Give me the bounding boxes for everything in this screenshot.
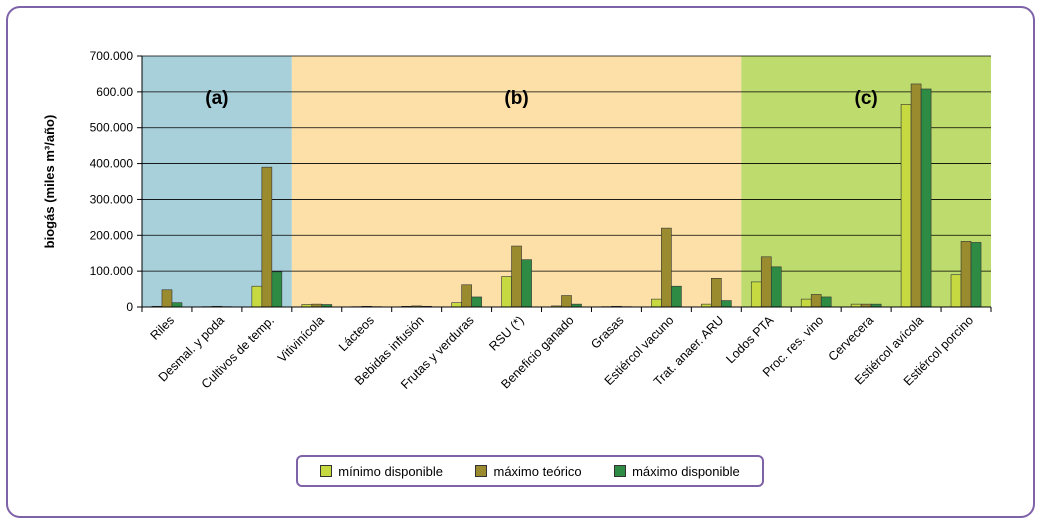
bar-s0-c2 bbox=[251, 285, 263, 308]
legend-item-maximo-disponible: máximo disponible bbox=[614, 464, 740, 479]
bar-s1-c7 bbox=[511, 245, 522, 308]
x-tick-label-14: Cervecera bbox=[826, 313, 877, 364]
bar-s0-c7 bbox=[501, 276, 512, 308]
legend-item-minimo: mínimo disponible bbox=[320, 464, 443, 479]
legend-swatch-maximo-teorico bbox=[475, 465, 488, 477]
y-tick-label-0: 0 bbox=[126, 300, 133, 314]
bar-s1-c13 bbox=[810, 294, 822, 308]
bar-s2-c0 bbox=[171, 302, 183, 308]
legend-label-minimo: mínimo disponible bbox=[338, 463, 444, 479]
bar-s0-c13 bbox=[800, 298, 812, 308]
legend-swatch-minimo bbox=[320, 465, 333, 477]
bar-s1-c11 bbox=[711, 278, 722, 308]
x-tick-label-7: RSU (*) bbox=[486, 313, 526, 353]
bar-s0-c15 bbox=[900, 104, 912, 308]
x-tick-label-12: Lodos PTA bbox=[723, 313, 776, 366]
bar-s1-c16 bbox=[960, 241, 972, 308]
bar-s2-c2 bbox=[271, 271, 283, 308]
bar-s2-c7 bbox=[521, 259, 532, 308]
x-tick-label-9: Grasas bbox=[588, 313, 626, 351]
legend-swatch-maximo-disponible bbox=[614, 465, 627, 477]
region-label-0: (a) bbox=[205, 88, 228, 109]
bar-s2-c10 bbox=[671, 285, 682, 308]
x-tick-label-0: Riles bbox=[148, 313, 178, 343]
legend-label-maximo-disponible: máximo disponible bbox=[632, 463, 740, 479]
bar-s2-c11 bbox=[721, 300, 732, 308]
bar-s2-c13 bbox=[820, 296, 832, 308]
bar-s1-c8 bbox=[561, 295, 572, 308]
bar-s2-c15 bbox=[920, 88, 932, 308]
bar-s1-c0 bbox=[161, 289, 173, 308]
y-tick-label-7: 700.000 bbox=[90, 49, 134, 63]
y-axis-label: biogás (miles m³/año) bbox=[42, 115, 57, 249]
bar-s1-c10 bbox=[661, 227, 672, 308]
bar-s1-c12 bbox=[760, 256, 772, 308]
y-tick-label-2: 200.000 bbox=[90, 228, 134, 242]
region-label-1: (b) bbox=[504, 88, 528, 109]
x-tick-label-3: Vitivinícola bbox=[275, 313, 327, 365]
bar-s0-c10 bbox=[651, 298, 662, 308]
y-tick-label-3: 300.000 bbox=[90, 192, 134, 206]
bar-s0-c12 bbox=[750, 281, 762, 308]
bar-s2-c6 bbox=[471, 296, 482, 308]
y-tick-label-5: 500.000 bbox=[90, 121, 134, 135]
y-tick-label-6: 600.00 bbox=[96, 85, 133, 99]
legend-item-maximo-teorico: máximo teórico bbox=[475, 463, 582, 479]
region-bg-2 bbox=[741, 56, 991, 307]
y-tick-label-1: 100.000 bbox=[90, 264, 134, 278]
region-label-2: (c) bbox=[855, 88, 878, 109]
bar-s0-c16 bbox=[950, 274, 962, 308]
x-tick-label-4: Lácteos bbox=[336, 313, 377, 354]
legend: mínimo disponible máximo teórico máximo … bbox=[296, 455, 764, 487]
bar-s1-c6 bbox=[461, 284, 472, 308]
bar-s2-c16 bbox=[970, 242, 982, 308]
bar-s1-c15 bbox=[910, 83, 922, 308]
y-tick-label-4: 400.000 bbox=[90, 157, 134, 171]
bar-s0-c6 bbox=[451, 302, 462, 308]
bar-s2-c12 bbox=[770, 266, 782, 308]
legend-label-maximo-teorico: máximo teórico bbox=[493, 463, 582, 479]
bar-s1-c2 bbox=[261, 166, 273, 308]
